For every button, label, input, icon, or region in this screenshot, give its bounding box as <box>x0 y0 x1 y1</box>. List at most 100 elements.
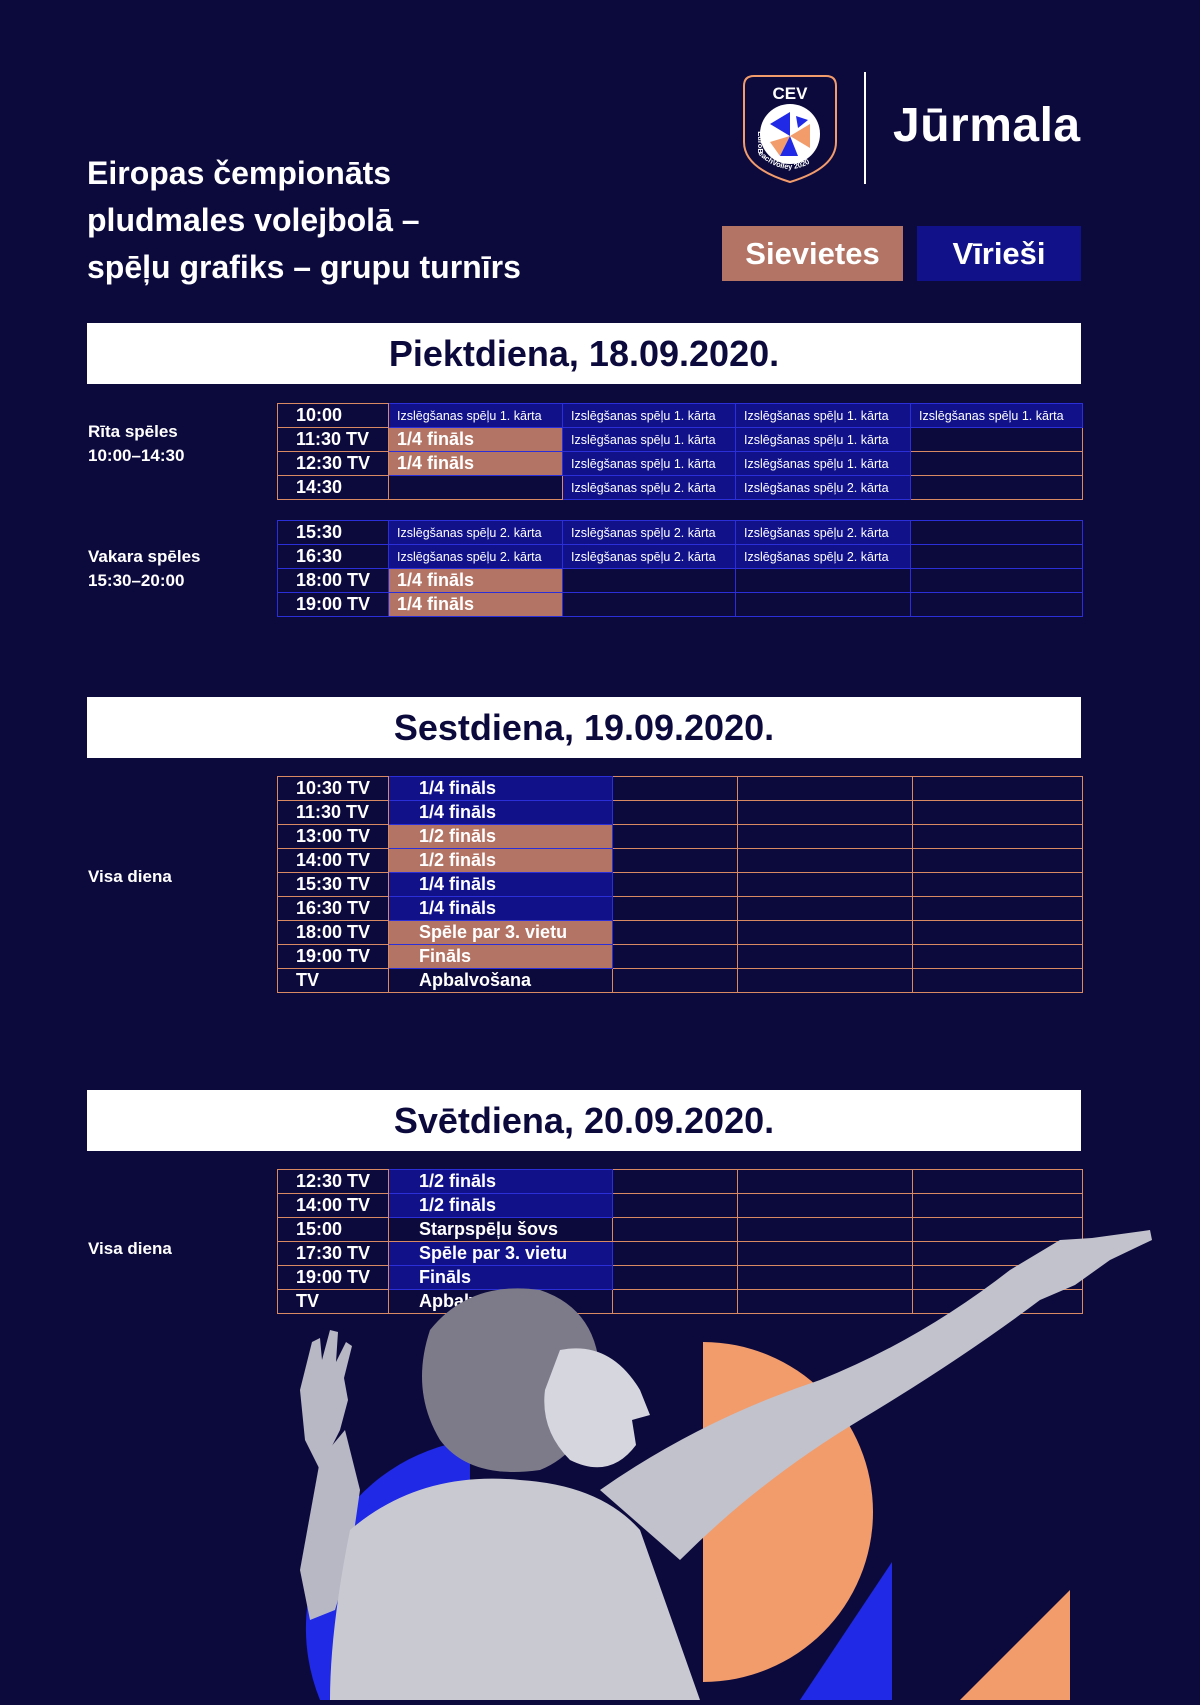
time-cell: 19:00 TV <box>277 592 389 617</box>
time-cell: 16:30 TV <box>277 896 389 921</box>
time-cell: 15:30 TV <box>277 872 389 897</box>
empty-cell <box>912 944 1083 969</box>
logo-divider <box>864 72 866 184</box>
session-name: Visa diena <box>88 1239 172 1258</box>
match-cell: 1/2 fināls <box>388 1169 613 1194</box>
empty-cell <box>912 776 1083 801</box>
time-cell: 11:30 TV <box>277 800 389 825</box>
match-cell: Izslēgšanas spēļu 1. kārta <box>735 427 911 452</box>
table-row: 16:30 Izslēgšanas spēļu 2. kārta Izslēgš… <box>277 544 1083 569</box>
time-cell: 15:30 <box>277 520 389 545</box>
orange-triangle-shape <box>960 1590 1070 1700</box>
match-cell: Izslēgšanas spēļu 1. kārta <box>562 403 736 428</box>
match-cell: 1/4 fināls <box>388 896 613 921</box>
time-cell: 16:30 <box>277 544 389 569</box>
empty-cell <box>737 848 913 873</box>
match-cell <box>910 475 1083 500</box>
empty-cell <box>912 824 1083 849</box>
session-hours: 15:30–20:00 <box>88 571 185 590</box>
match-cell: Izslēgšanas spēļu 2. kārta <box>562 544 736 569</box>
empty-cell <box>737 1193 913 1218</box>
match-cell: Izslēgšanas spēļu 2. kārta <box>735 544 911 569</box>
match-cell: Izslēgšanas spēļu 2. kārta <box>562 475 736 500</box>
table-row: 15:30 TV 1/4 fināls <box>277 872 1083 897</box>
empty-cell <box>737 1241 913 1266</box>
match-cell <box>562 568 736 593</box>
table-row: TV Apbalvošana <box>277 1289 1083 1314</box>
city-logo-text: Jūrmala <box>893 99 1081 152</box>
cev-eurobeachvolley-logo: CEV EuroBeachVolley 2020 <box>740 72 840 184</box>
logo-text: CEV <box>773 84 809 103</box>
table-row: 17:30 TV Spēle par 3. vietu <box>277 1241 1083 1266</box>
table-row: 14:30 Izslēgšanas spēļu 2. kārta Izslēgš… <box>277 475 1083 500</box>
match-cell: Izslēgšanas spēļu 2. kārta <box>562 520 736 545</box>
empty-cell <box>912 896 1083 921</box>
table-row: 18:00 TV Spēle par 3. vietu <box>277 920 1083 945</box>
empty-cell <box>612 776 738 801</box>
match-cell <box>910 544 1083 569</box>
match-cell: 1/4 fināls <box>388 568 563 593</box>
empty-cell <box>612 848 738 873</box>
empty-cell <box>737 776 913 801</box>
table-row: 16:30 TV 1/4 fināls <box>277 896 1083 921</box>
session-name: Vakara spēles <box>88 547 201 566</box>
match-cell <box>562 592 736 617</box>
table-row: 15:30 Izslēgšanas spēļu 2. kārta Izslēgš… <box>277 520 1083 545</box>
match-cell <box>735 592 911 617</box>
schedule-table-friday-evening: 15:30 Izslēgšanas spēļu 2. kārta Izslēgš… <box>277 520 1083 617</box>
empty-cell <box>737 920 913 945</box>
match-cell <box>388 475 563 500</box>
match-cell: Fināls <box>388 944 613 969</box>
table-row: 11:30 TV 1/4 fināls <box>277 800 1083 825</box>
table-row: 12:30 TV 1/2 fināls <box>277 1169 1083 1194</box>
table-row: 19:00 TV 1/4 fināls <box>277 592 1083 617</box>
match-cell: 1/4 fināls <box>388 427 563 452</box>
session-label-all-day: Visa diena <box>88 1237 172 1261</box>
match-cell: Spēle par 3. vietu <box>388 920 613 945</box>
men-button[interactable]: Vīrieši <box>917 226 1081 281</box>
match-cell: 1/2 fināls <box>388 848 613 873</box>
match-cell: Izslēgšanas spēļu 2. kārta <box>735 475 911 500</box>
table-row: TV Apbalvošana <box>277 968 1083 993</box>
match-cell: 1/2 fināls <box>388 1193 613 1218</box>
time-cell: 12:30 TV <box>277 451 389 476</box>
table-row: 12:30 TV 1/4 fināls Izslēgšanas spēļu 1.… <box>277 451 1083 476</box>
table-row: 14:00 TV 1/2 fināls <box>277 1193 1083 1218</box>
match-cell: 1/4 fināls <box>388 776 613 801</box>
empty-cell <box>612 1193 738 1218</box>
match-cell: 1/4 fināls <box>388 592 563 617</box>
time-cell: TV <box>277 1289 389 1314</box>
empty-cell <box>912 1169 1083 1194</box>
match-cell: Izslēgšanas spēļu 2. kārta <box>388 520 563 545</box>
time-cell: 14:00 TV <box>277 848 389 873</box>
match-cell: Apbalvošana <box>388 968 613 993</box>
match-cell <box>910 520 1083 545</box>
table-row: 10:00 Izslēgšanas spēļu 1. kārta Izslēgš… <box>277 403 1083 428</box>
time-cell: 18:00 TV <box>277 920 389 945</box>
empty-cell <box>737 896 913 921</box>
session-name: Rīta spēles <box>88 422 178 441</box>
session-label-morning: Rīta spēles 10:00–14:30 <box>88 420 184 468</box>
empty-cell <box>612 896 738 921</box>
women-button[interactable]: Sievietes <box>722 226 903 281</box>
match-cell: Spēle par 3. vietu <box>388 1241 613 1266</box>
title-line: pludmales volejbolā – <box>87 202 420 238</box>
time-cell: 14:00 TV <box>277 1193 389 1218</box>
match-cell: Izslēgšanas spēļu 1. kārta <box>735 451 911 476</box>
time-cell: 11:30 TV <box>277 427 389 452</box>
poster-title: Eiropas čempionāts pludmales volejbolā –… <box>87 150 647 291</box>
empty-cell <box>612 1217 738 1242</box>
empty-cell <box>912 1193 1083 1218</box>
empty-cell <box>612 944 738 969</box>
time-cell: 19:00 TV <box>277 1265 389 1290</box>
schedule-table-saturday: 10:30 TV 1/4 fināls 11:30 TV 1/4 fināls … <box>277 776 1083 993</box>
empty-cell <box>912 848 1083 873</box>
empty-cell <box>737 800 913 825</box>
empty-cell <box>612 968 738 993</box>
empty-cell <box>737 968 913 993</box>
table-row: 11:30 TV 1/4 fināls Izslēgšanas spēļu 1.… <box>277 427 1083 452</box>
match-cell: Izslēgšanas spēļu 1. kārta <box>562 451 736 476</box>
match-cell: 1/2 fināls <box>388 824 613 849</box>
time-cell: 13:00 TV <box>277 824 389 849</box>
time-cell: 12:30 TV <box>277 1169 389 1194</box>
